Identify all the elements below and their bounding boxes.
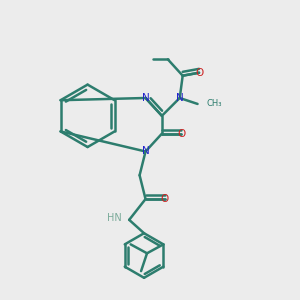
Text: O: O xyxy=(161,194,169,204)
Text: HN: HN xyxy=(107,213,122,224)
Text: N: N xyxy=(142,93,149,103)
Text: O: O xyxy=(195,68,203,78)
Text: O: O xyxy=(177,129,185,139)
Text: N: N xyxy=(176,93,184,103)
Text: CH₃: CH₃ xyxy=(206,99,222,108)
Text: N: N xyxy=(142,146,149,157)
